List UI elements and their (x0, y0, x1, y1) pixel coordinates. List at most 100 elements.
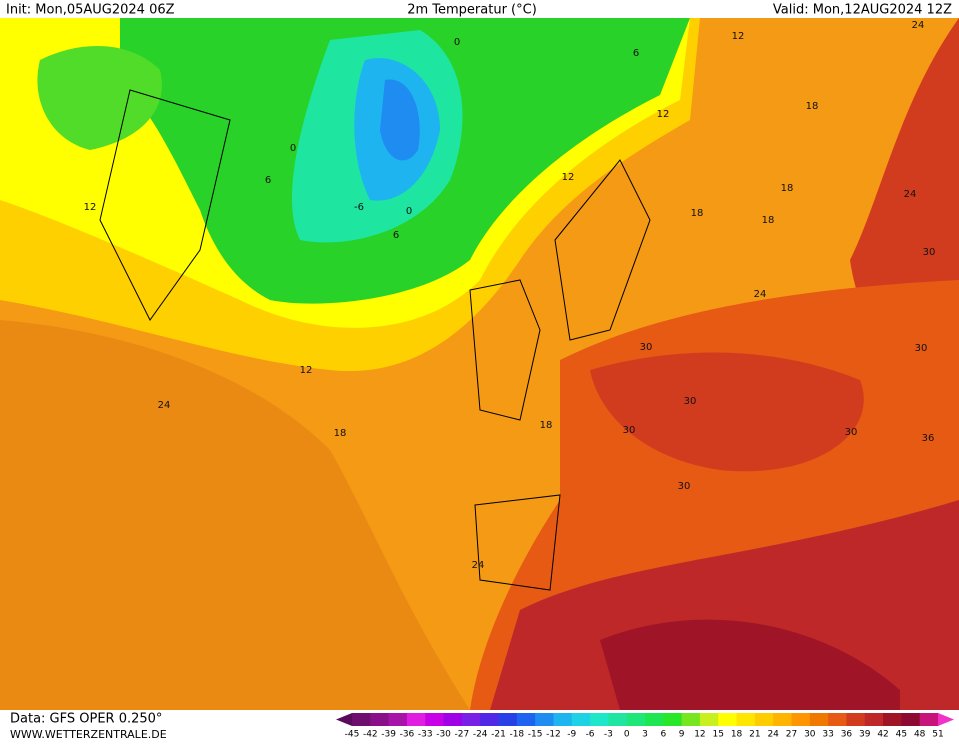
contour-label: 12 (300, 365, 313, 376)
colorbar-segment (754, 713, 774, 726)
colorbar-segment (919, 713, 939, 726)
colorbar-segment (388, 713, 408, 726)
colorbar-segment (535, 713, 554, 726)
contour-label: 24 (158, 400, 171, 411)
contour-label: 18 (691, 208, 704, 219)
colorbar-tick-label: -42 (363, 730, 378, 740)
contour-label: 12 (657, 109, 670, 120)
colorbar-segment (571, 713, 591, 726)
coastlines (99, 89, 651, 591)
colorbar: -45 -42 -39 -36 -33 -30 -27 -24 -21 -18 -15 -12 -9 -6… (336, 713, 954, 740)
colorbar-segment (425, 713, 445, 726)
colorbar-tick-label: 12 (694, 730, 705, 740)
colorbar-tick-label: -39 (381, 730, 396, 740)
colorbar-tick-label: 3 (642, 730, 648, 740)
colorbar-segment (791, 713, 811, 726)
colorbar-tick-label: 15 (713, 730, 724, 740)
colorbar-segment (626, 713, 646, 726)
contour-label: 18 (806, 101, 819, 112)
colorbar-arrow-left (336, 713, 352, 726)
contour-label: 18 (334, 428, 347, 439)
colorbar-segment (883, 713, 902, 726)
colorbar-segment (681, 713, 701, 726)
colorbar-segment (828, 713, 847, 726)
colorbar-segment (663, 713, 683, 726)
valid-time: Valid: Mon,12AUG2024 12Z (773, 3, 952, 18)
contour-label: 6 (393, 230, 399, 241)
colorbar-tick-label: 39 (859, 730, 871, 740)
colorbar-segment (736, 713, 756, 726)
contour-label: 24 (912, 20, 925, 31)
colorbar-segment (443, 713, 463, 726)
colorbar-tick-label: -45 (345, 730, 360, 740)
colorbar-segment (553, 713, 573, 726)
contour-label: 6 (633, 48, 639, 59)
contour-label: 6 (265, 175, 271, 186)
colorbar-tick-label: -3 (604, 730, 613, 740)
colorbar-tick-label: -30 (436, 730, 451, 740)
contour-label: 30 (640, 342, 653, 353)
contour-label: 18 (762, 215, 775, 226)
contour-label: 30 (623, 425, 636, 436)
contour-label: 30 (915, 343, 928, 354)
colorbar-tick-label: 21 (749, 730, 760, 740)
site-name: WWW.WETTERZENTRALE.DE (10, 728, 167, 741)
colorbar-tick-label: 36 (841, 730, 853, 740)
header-bar (0, 0, 959, 18)
colorbar-segment (645, 713, 664, 726)
colorbar-tick-label: 9 (679, 730, 685, 740)
data-source: Data: GFS OPER 0.250° (10, 712, 162, 727)
colorbar-tick-label: 33 (822, 730, 833, 740)
contour-labels: 0 6 12 24 0 6 -6 0 6 12 12 12 18 18 18 18 24 30 24 30 30 12 24… (84, 20, 936, 571)
contour-label: 12 (562, 172, 575, 183)
colorbar-tick-label: -21 (491, 730, 506, 740)
colorbar-segment (498, 713, 518, 726)
colorbar-segment (699, 713, 719, 726)
colorbar-tick-label: -36 (400, 730, 415, 740)
contour-label: 30 (684, 396, 697, 407)
colorbar-segment (590, 713, 609, 726)
colorbar-arrow-right (938, 713, 954, 726)
colorbar-segment (901, 713, 921, 726)
contour-label: 0 (290, 143, 296, 154)
sahara-hot (600, 619, 900, 710)
map-title: 2m Temperatur (°C) (407, 3, 537, 18)
colorbar-segment (718, 713, 738, 726)
colorbar-tick-label: -24 (473, 730, 488, 740)
colorbar-segment (773, 713, 792, 726)
contour-label: 36 (922, 433, 935, 444)
contour-label: 30 (845, 427, 858, 438)
colorbar-tick-label: 18 (731, 730, 743, 740)
map (0, 18, 959, 710)
ice-core (380, 79, 420, 161)
colorbar-tick-label: -33 (418, 730, 433, 740)
colorbar-segment (480, 713, 499, 726)
colorbar-tick-label: -9 (567, 730, 576, 740)
green-patch (37, 46, 162, 150)
colorbar-segment (352, 713, 371, 726)
contour-label: 30 (678, 481, 691, 492)
colorbar-segment (864, 713, 884, 726)
contour-label: 0 (406, 206, 412, 217)
contour-label: 0 (454, 37, 460, 48)
contour-label: 24 (472, 560, 485, 571)
init-time: Init: Mon,05AUG2024 06Z (6, 3, 175, 18)
colorbar-tick-label: -27 (455, 730, 470, 740)
colorbar-tick-label: 0 (624, 730, 630, 740)
colorbar-tick-label: 24 (767, 730, 779, 740)
colorbar-tick-label: -18 (509, 730, 524, 740)
colorbar-tick-label: 51 (932, 730, 943, 740)
warm-ocean (0, 320, 470, 710)
colorbar-segment (461, 713, 481, 726)
colorbar-segment (809, 713, 829, 726)
colorbar-tick-label: 30 (804, 730, 816, 740)
colorbar-segment (608, 713, 628, 726)
contour-label: 18 (781, 183, 794, 194)
colorbar-tick-label: -12 (546, 730, 561, 740)
contour-label: 12 (84, 202, 97, 213)
central-hot (590, 352, 864, 472)
contour-label: 18 (540, 420, 553, 431)
colorbar-tick-label: 6 (660, 730, 666, 740)
colorbar-segment (406, 713, 426, 726)
